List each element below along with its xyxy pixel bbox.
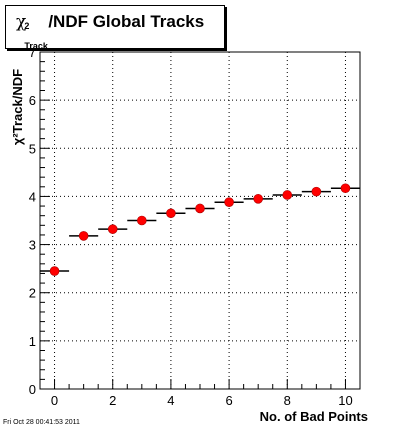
title-subscript: Track [24, 41, 48, 51]
y-axis-label: χ²Track/NDF [10, 69, 25, 145]
x-tick-label: 6 [225, 393, 232, 408]
data-point [107, 224, 118, 234]
chart-title: χ 2 Track /NDF Global Tracks [16, 12, 205, 51]
data-point [78, 231, 89, 241]
y-tick-label: 4 [29, 189, 36, 204]
y-tick-label: 7 [29, 45, 36, 60]
title-superscript: 2 [24, 21, 30, 31]
data-point [311, 186, 322, 197]
title-main: /NDF Global Tracks [48, 12, 205, 31]
y-tick-label: 2 [29, 286, 36, 301]
data-point [166, 208, 176, 219]
y-tick-label: 6 [29, 93, 36, 108]
data-point [340, 183, 351, 194]
y-tick-label: 0 [29, 382, 36, 397]
y-tick-label: 5 [29, 141, 36, 156]
x-axis-label: No. of Bad Points [259, 409, 368, 424]
data-point [137, 215, 147, 226]
y-tick-label: 1 [29, 334, 36, 349]
x-tick-label: 2 [109, 393, 116, 408]
x-tick-label: 10 [338, 393, 352, 408]
plot-frame [39, 51, 361, 390]
title-chi: χ [16, 12, 27, 32]
y-tick-label: 3 [29, 238, 36, 253]
y-axis-label-text: χ²Track/NDF [10, 69, 25, 145]
data-point [49, 266, 60, 276]
x-tick-label: 8 [284, 393, 291, 408]
timestamp-footer: Fri Oct 28 00:41:53 2011 [3, 419, 80, 426]
x-tick-label: 4 [167, 393, 174, 408]
data-point [195, 203, 205, 214]
data-point [253, 194, 263, 204]
x-tick-label: 0 [51, 393, 58, 408]
chart-title-box: χ 2 Track /NDF Global Tracks [5, 5, 225, 51]
data-point [224, 197, 234, 208]
data-point [282, 190, 293, 200]
